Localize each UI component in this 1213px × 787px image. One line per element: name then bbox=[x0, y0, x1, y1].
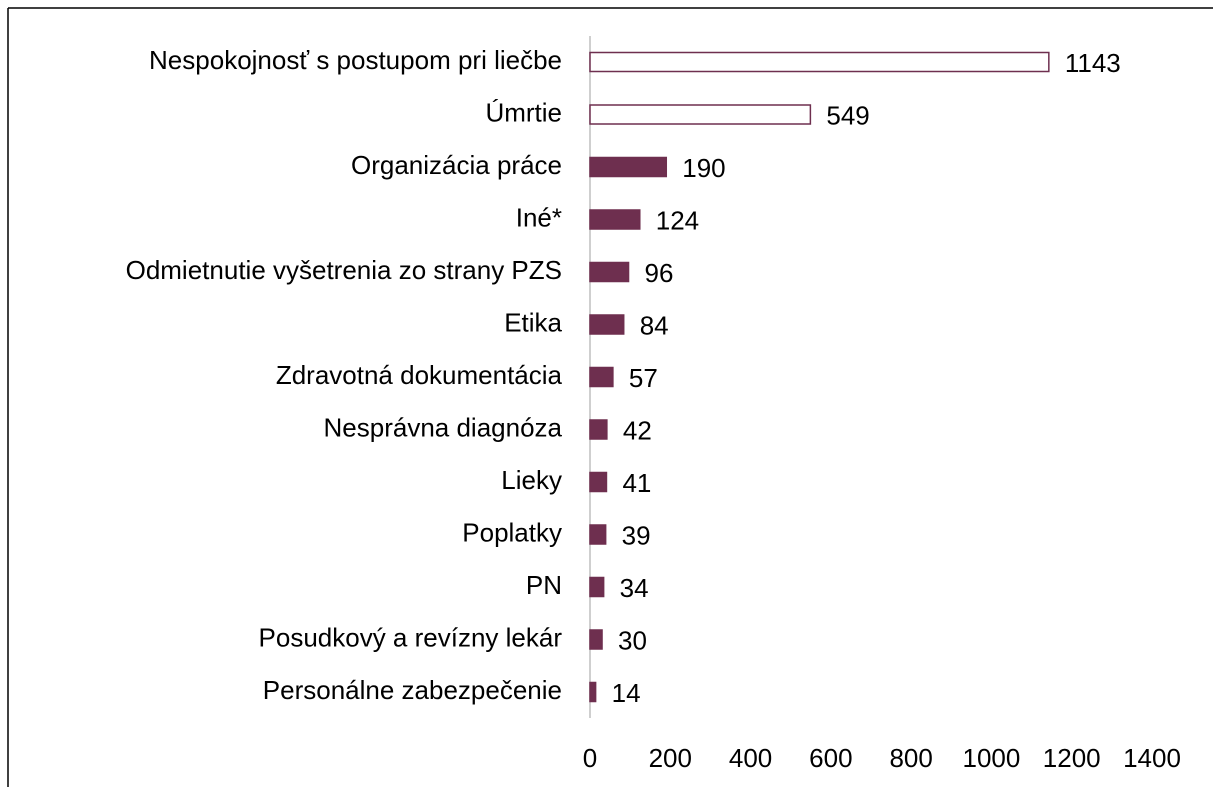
x-tick-label: 0 bbox=[583, 743, 597, 773]
bar bbox=[589, 576, 605, 598]
bar bbox=[589, 261, 630, 283]
value-label: 190 bbox=[682, 153, 725, 183]
value-label: 57 bbox=[629, 363, 658, 393]
value-label: 124 bbox=[656, 205, 699, 235]
y-tick-label: Odmietnutie vyšetrenia zo strany PZS bbox=[126, 255, 562, 285]
x-tick-label: 200 bbox=[649, 743, 692, 773]
bar bbox=[589, 156, 668, 178]
y-tick-label: Etika bbox=[504, 307, 562, 337]
bar bbox=[589, 419, 608, 440]
value-label: 96 bbox=[645, 258, 674, 288]
value-label: 41 bbox=[622, 468, 651, 498]
y-tick-label: Nespokojnosť s postupom pri liečbe bbox=[149, 45, 562, 75]
bar bbox=[589, 104, 812, 125]
bar bbox=[589, 314, 625, 335]
x-tick-label: 1400 bbox=[1123, 743, 1181, 773]
bar bbox=[589, 51, 1050, 73]
y-tick-label: Nesprávna diagnóza bbox=[324, 412, 563, 442]
value-label: 39 bbox=[622, 520, 651, 550]
bar bbox=[589, 366, 614, 388]
y-tick-label: Poplatky bbox=[462, 517, 562, 547]
y-tick-label: Zdravotná dokumentácia bbox=[276, 360, 563, 390]
value-label: 34 bbox=[620, 573, 649, 603]
y-tick-label: Personálne zabezpečenie bbox=[263, 675, 562, 705]
y-tick-label: Organizácia práce bbox=[351, 150, 562, 180]
y-tick-label: PN bbox=[526, 570, 562, 600]
bar bbox=[589, 524, 607, 545]
value-label: 30 bbox=[618, 625, 647, 655]
y-tick-label: Iné* bbox=[516, 202, 562, 232]
x-tick-label: 800 bbox=[889, 743, 932, 773]
y-tick-label: Posudkový a revízny lekár bbox=[259, 622, 563, 652]
y-tick-label: Úmrtie bbox=[485, 97, 562, 127]
value-label: 42 bbox=[623, 415, 652, 445]
bar bbox=[589, 681, 597, 703]
x-tick-label: 600 bbox=[809, 743, 852, 773]
value-label: 549 bbox=[826, 100, 869, 130]
value-label: 84 bbox=[640, 310, 669, 340]
bar bbox=[589, 209, 641, 230]
y-tick-label: Lieky bbox=[501, 465, 562, 495]
bar bbox=[589, 629, 603, 650]
x-tick-label: 1000 bbox=[963, 743, 1021, 773]
value-label: 14 bbox=[612, 678, 641, 708]
value-label: 1143 bbox=[1065, 48, 1121, 78]
bar bbox=[589, 471, 608, 493]
x-tick-label: 1200 bbox=[1043, 743, 1101, 773]
x-tick-label: 400 bbox=[729, 743, 772, 773]
